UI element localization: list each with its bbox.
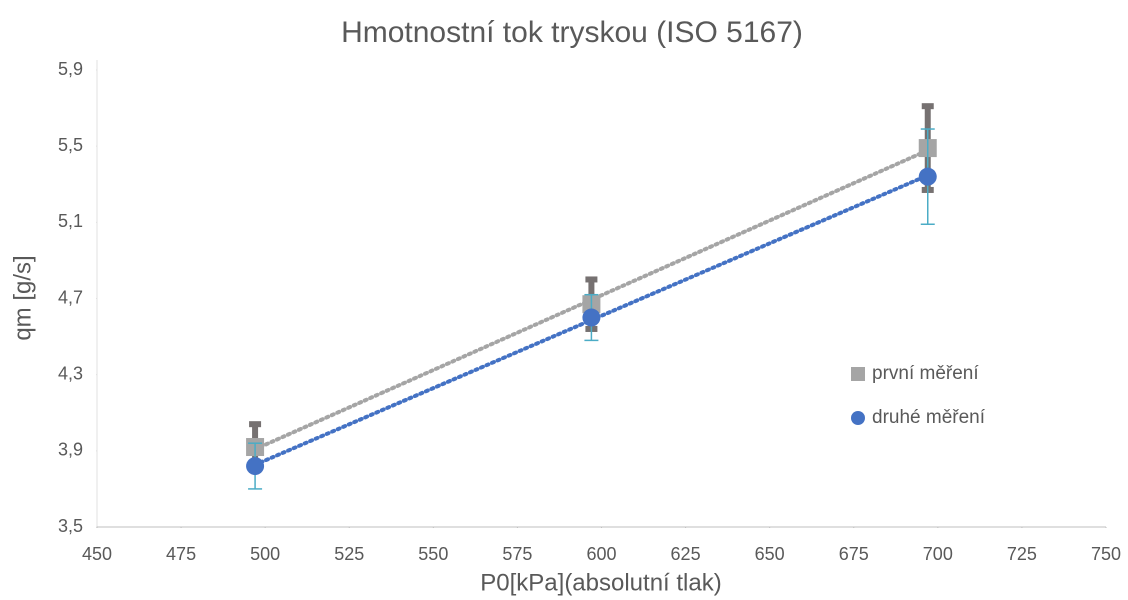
x-tick-label: 750 [1091, 544, 1121, 564]
x-tick-label: 575 [502, 544, 532, 564]
point [246, 457, 265, 476]
point [582, 308, 601, 327]
x-tick-label: 550 [418, 544, 448, 564]
x-tick-label: 650 [755, 544, 785, 564]
legend-label: první měření [872, 363, 979, 384]
x-tick-label: 675 [839, 544, 869, 564]
y-tick-label: 3,5 [58, 516, 83, 536]
point [918, 167, 937, 186]
x-tick-label: 600 [586, 544, 616, 564]
x-tick-label: 700 [923, 544, 953, 564]
y-axis-title: qm [g/s] [9, 255, 36, 340]
y-tick-label: 4,3 [58, 363, 83, 383]
x-axis-title: P0[kPa](absolutní tlak) [480, 569, 721, 596]
x-tick-label: 475 [166, 544, 196, 564]
legend-label: druhé měření [872, 407, 986, 428]
y-tick-label: 4,7 [58, 287, 83, 307]
x-tick-label: 625 [671, 544, 701, 564]
y-tick-label: 5,1 [58, 211, 83, 231]
x-tick-label: 500 [250, 544, 280, 564]
x-tick-label: 450 [82, 544, 112, 564]
y-tick-label: 5,5 [58, 135, 83, 155]
legend-marker [851, 367, 865, 381]
y-tick-label: 5,9 [58, 59, 83, 79]
x-tick-label: 725 [1007, 544, 1037, 564]
chart-title: Hmotnostní tok tryskou (ISO 5167) [341, 16, 803, 49]
y-tick-label: 3,9 [58, 440, 83, 460]
legend-marker [851, 411, 865, 425]
x-tick-label: 525 [334, 544, 364, 564]
